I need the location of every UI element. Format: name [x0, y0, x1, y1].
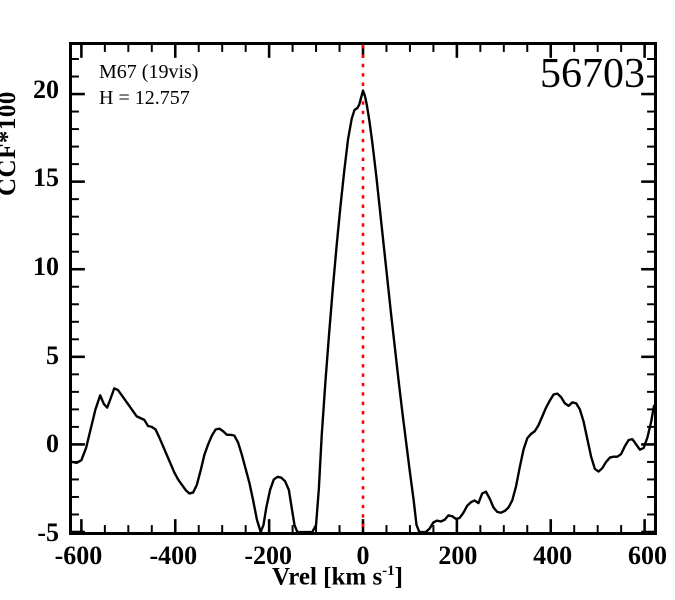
x-tick-label: 600 [628, 541, 668, 570]
plot-frame [69, 42, 657, 535]
x-axis-title-exponent: -1 [382, 563, 395, 579]
target-name-label: M67 (19vis) [99, 61, 199, 83]
x-tick-label: -600 [54, 541, 103, 570]
x-axis-title-tail: ] [394, 563, 403, 591]
x-tick-label: -400 [149, 541, 198, 570]
plot-area [72, 45, 654, 532]
x-tick-label: -200 [244, 541, 292, 570]
magnitude-label: H = 12.757 [99, 86, 190, 109]
x-tick-label: 400 [533, 541, 573, 570]
y-tick-label: 5 [46, 340, 59, 370]
epoch-label: 56703 [540, 51, 645, 97]
x-tick-label: 0 [356, 541, 370, 570]
target-annotation: M67 (19vis) H = 12.757 [99, 60, 198, 111]
y-tick-label: 10 [33, 251, 59, 281]
y-tick-label: 20 [33, 74, 59, 104]
ccf-data-line [72, 89, 654, 532]
x-axis-title: Vrel [km s-1] [0, 563, 675, 591]
x-axis-title-base: Vrel [km s [272, 563, 383, 591]
plot-canvas [72, 45, 654, 532]
y-tick-label: 0 [46, 429, 59, 459]
minor-ticks [72, 45, 654, 532]
y-tick-label: -5 [37, 518, 59, 547]
x-tick-label: 200 [438, 541, 478, 570]
y-tick-label: 15 [33, 163, 59, 193]
